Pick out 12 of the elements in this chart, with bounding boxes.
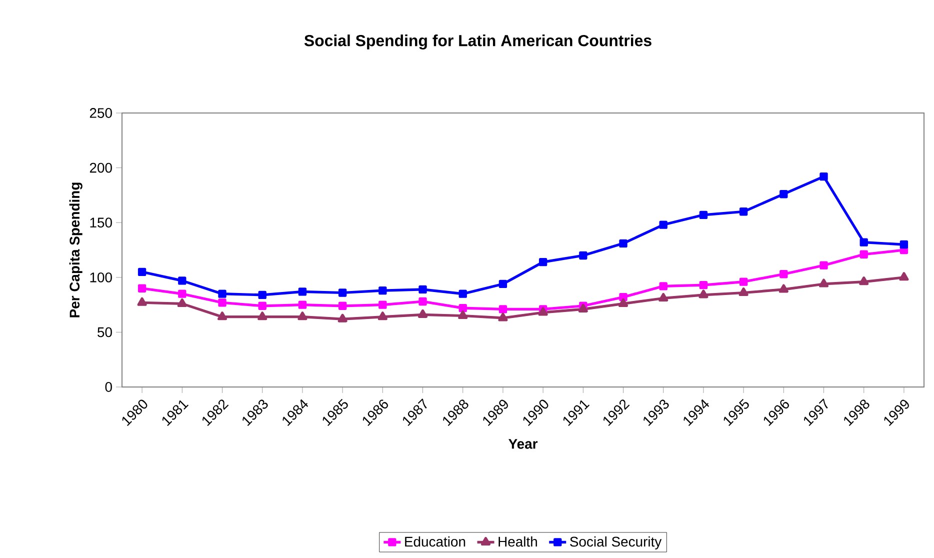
legend-label: Health [498, 536, 537, 547]
chart-title: Social Spending for Latin American Countries [304, 34, 652, 50]
y-tick-label: 50 [98, 327, 112, 338]
y-tick-label: 200 [90, 162, 112, 173]
x-axis-title: Year [508, 439, 538, 449]
y-tick-label: 100 [90, 272, 112, 282]
legend-label: Education [405, 536, 466, 547]
legend-label: Social Security [570, 536, 662, 550]
y-tick-label: 150 [90, 218, 112, 228]
y-tick-label: 0 [105, 382, 112, 392]
y-axis-title: Per Capita Spending [69, 182, 82, 318]
y-tick-label: 250 [90, 108, 112, 118]
